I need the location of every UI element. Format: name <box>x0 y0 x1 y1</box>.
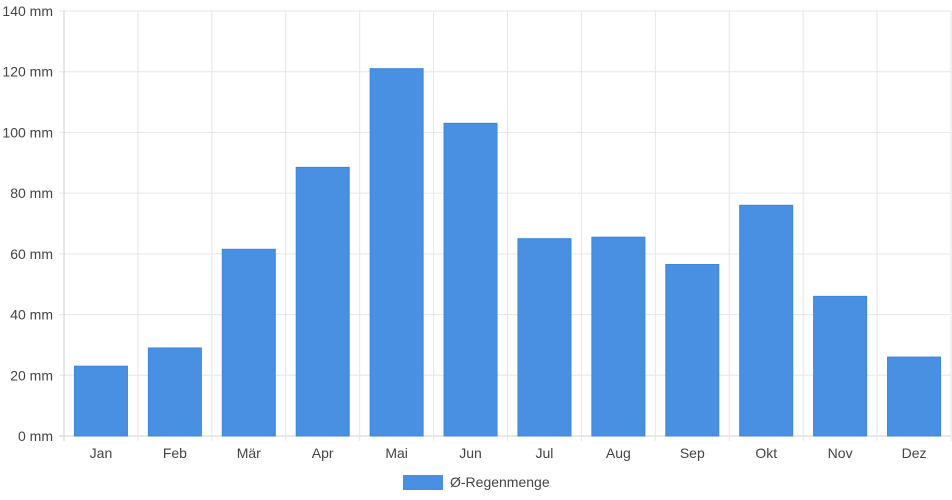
bar-jun[interactable] <box>443 122 498 437</box>
x-tick-label: Feb <box>163 445 187 461</box>
x-tick-label: Mai <box>385 445 408 461</box>
x-tick-label: Apr <box>312 445 334 461</box>
legend[interactable]: Ø-Regenmenge <box>403 474 550 490</box>
bar-sep[interactable] <box>665 263 720 437</box>
y-tick-label: 100 mm <box>2 124 53 140</box>
y-tick-label: 120 mm <box>2 64 53 80</box>
x-tick-label: Sep <box>680 445 705 461</box>
y-tick-label: 0 mm <box>18 428 53 444</box>
x-tick-label: Mär <box>237 445 261 461</box>
bar-aug[interactable] <box>591 236 646 437</box>
x-tick-label: Jan <box>90 445 113 461</box>
x-tick-label: Jun <box>459 445 482 461</box>
x-tick-label: Nov <box>828 445 853 461</box>
bars <box>73 68 942 437</box>
y-tick-label: 40 mm <box>10 307 53 323</box>
x-axis: Jan Feb Mär Apr Mai Jun Jul Aug Sep Okt Nov Dez <box>90 445 927 461</box>
x-tick-label: Dez <box>902 445 927 461</box>
y-tick-label: 20 mm <box>10 367 53 383</box>
bar-dez[interactable] <box>887 356 942 437</box>
y-tick-label: 60 mm <box>10 246 53 262</box>
y-tick-label: 80 mm <box>10 185 53 201</box>
bar-mär[interactable] <box>221 248 276 437</box>
bar-jan[interactable] <box>73 365 128 437</box>
bar-jul[interactable] <box>517 238 572 437</box>
bar-apr[interactable] <box>295 166 350 437</box>
bar-mai[interactable] <box>369 68 424 437</box>
bar-okt[interactable] <box>739 204 794 437</box>
legend-label: Ø-Regenmenge <box>450 474 550 490</box>
bar-feb[interactable] <box>147 347 202 437</box>
x-tick-label: Jul <box>536 445 554 461</box>
x-tick-label: Okt <box>755 445 777 461</box>
legend-swatch <box>403 475 443 490</box>
x-tick-label: Aug <box>606 445 631 461</box>
y-axis: 0 mm 20 mm 40 mm 60 mm 80 mm 100 mm 120 mm 140 … <box>2 3 53 444</box>
bar-nov[interactable] <box>813 295 868 437</box>
grid <box>59 10 952 441</box>
y-tick-label: 140 mm <box>2 3 53 19</box>
